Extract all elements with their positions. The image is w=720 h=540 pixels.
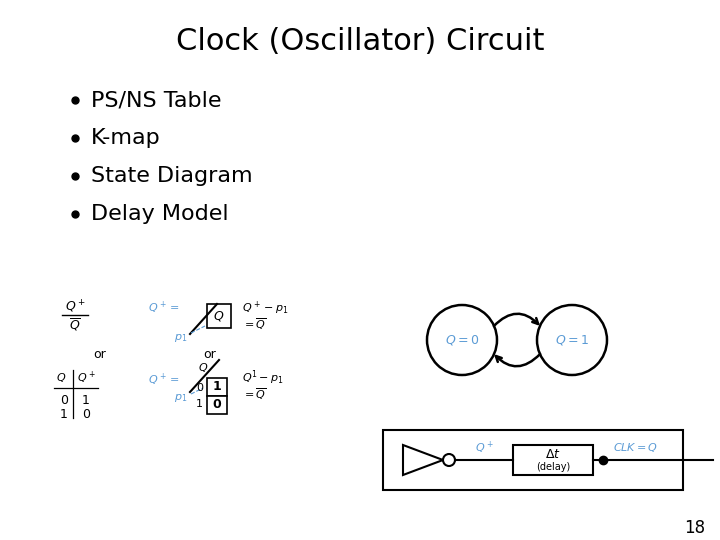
- Circle shape: [427, 305, 497, 375]
- Text: $Q^1 - p_1$: $Q^1 - p_1$: [242, 369, 284, 387]
- Text: 1: 1: [212, 381, 221, 394]
- Text: 0: 0: [212, 399, 221, 411]
- Text: $p_1$: $p_1$: [174, 332, 188, 344]
- Text: 0: 0: [196, 383, 203, 393]
- FancyBboxPatch shape: [207, 378, 227, 396]
- Text: $Q^+$: $Q^+$: [474, 440, 493, 456]
- Text: $p_1$: $p_1$: [174, 392, 188, 404]
- Text: $Q=1$: $Q=1$: [555, 333, 589, 347]
- FancyBboxPatch shape: [383, 430, 683, 490]
- Text: $\Delta t$: $\Delta t$: [545, 449, 561, 462]
- FancyBboxPatch shape: [513, 445, 593, 475]
- FancyBboxPatch shape: [207, 304, 231, 328]
- Text: $Q^+=$: $Q^+=$: [148, 300, 180, 316]
- Text: 0: 0: [60, 394, 68, 407]
- Text: $Q^+$: $Q^+$: [76, 370, 95, 386]
- Text: $CLK=Q$: $CLK=Q$: [613, 442, 658, 455]
- Text: $= \overline{Q}$: $= \overline{Q}$: [242, 316, 266, 332]
- Text: Delay Model: Delay Model: [91, 204, 229, 224]
- Text: 1: 1: [82, 394, 90, 407]
- Circle shape: [537, 305, 607, 375]
- Text: Clock (Oscillator) Circuit: Clock (Oscillator) Circuit: [176, 28, 544, 57]
- Text: 18: 18: [684, 519, 705, 537]
- Text: 0: 0: [82, 408, 90, 421]
- Text: State Diagram: State Diagram: [91, 166, 253, 186]
- Text: 1: 1: [196, 399, 203, 409]
- Text: $Q$: $Q$: [213, 309, 225, 323]
- Text: (delay): (delay): [536, 462, 570, 472]
- Text: 1: 1: [60, 408, 68, 421]
- Text: or: or: [94, 348, 107, 361]
- Text: $Q^+ - p_1$: $Q^+ - p_1$: [242, 299, 288, 316]
- Text: $= \overline{Q}$: $= \overline{Q}$: [242, 386, 266, 402]
- Circle shape: [443, 454, 455, 466]
- FancyBboxPatch shape: [207, 396, 227, 414]
- Text: $Q^+$: $Q^+$: [65, 299, 86, 315]
- Text: $Q$: $Q$: [55, 372, 66, 384]
- Text: or: or: [204, 348, 217, 361]
- Text: PS/NS Table: PS/NS Table: [91, 90, 222, 110]
- Text: $Q^+=$: $Q^+=$: [148, 372, 180, 388]
- Text: $\overline{Q}$: $\overline{Q}$: [69, 317, 81, 333]
- Text: K-map: K-map: [91, 128, 161, 148]
- Text: $Q$: $Q$: [198, 361, 208, 375]
- Text: $Q=0$: $Q=0$: [445, 333, 479, 347]
